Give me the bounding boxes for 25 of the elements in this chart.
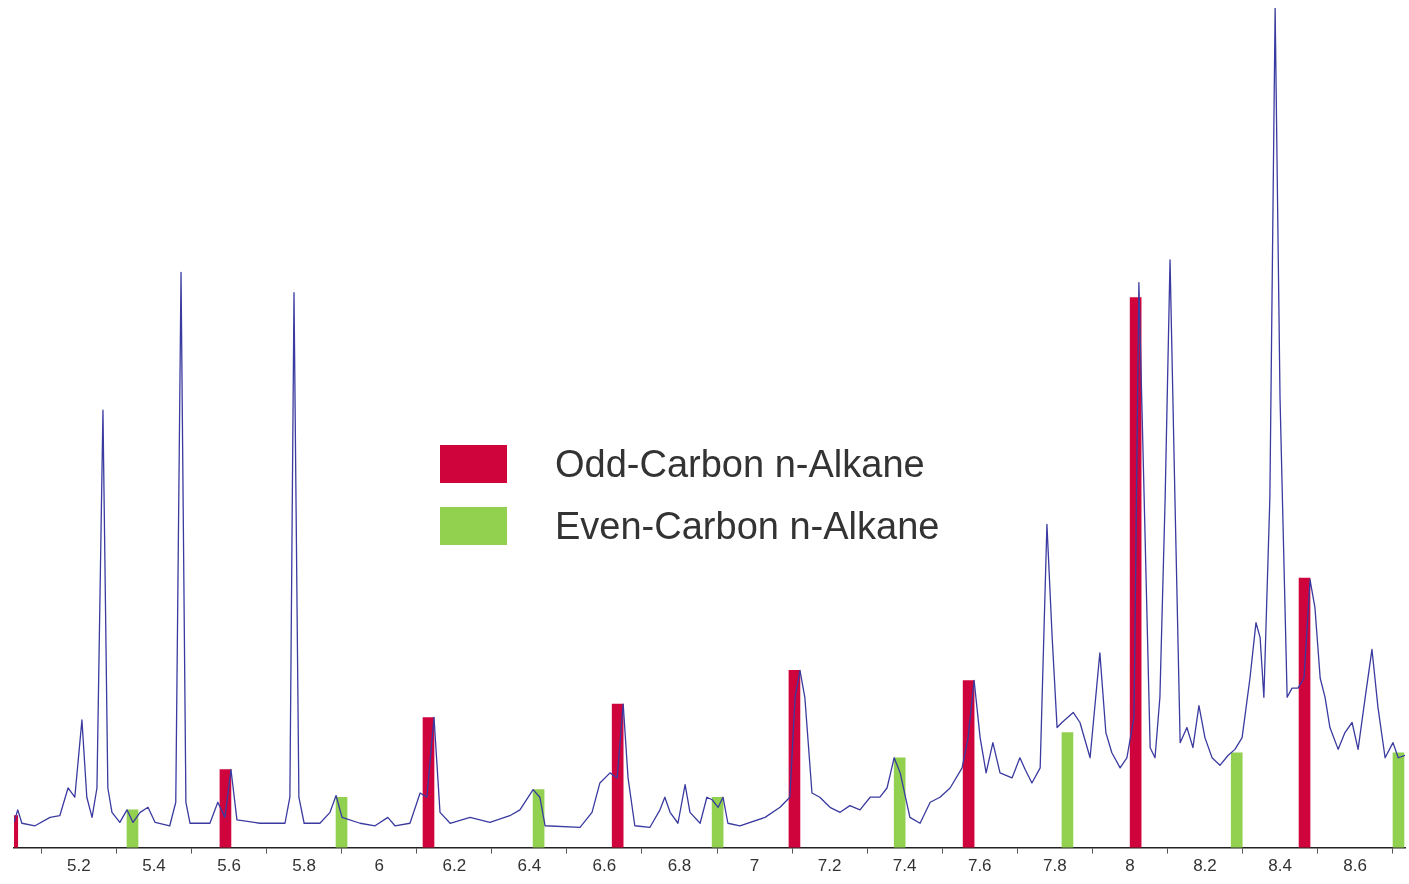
x-tick-label: 5.6 [217,856,241,876]
x-tick-label: 8.4 [1268,856,1292,876]
x-tick-label: 6.8 [667,856,692,876]
bar [611,703,624,848]
x-tick-label: 7.2 [817,856,842,876]
x-tick-label: 5.8 [292,856,316,876]
x-tick-label: 8 [1125,856,1135,876]
x-tick-label: 6.6 [592,856,617,876]
x-tick-label: 7.4 [892,856,917,876]
legend-label: Even-Carbon n-Alkane [555,504,940,548]
x-tick-label: 7.8 [1042,856,1067,876]
legend-label: Odd-Carbon n-Alkane [555,442,925,486]
bar [1298,577,1311,848]
bar [1230,752,1243,848]
x-tick-label: 6 [374,856,384,876]
x-tick-label: 5.4 [142,856,166,876]
x-tick-label: 8.2 [1193,856,1217,876]
bar [1061,732,1074,848]
bar [1392,752,1405,848]
x-tick-label: 6.2 [442,856,467,876]
x-tick-label: 6.4 [517,856,542,876]
x-tick-label: 5.2 [67,856,91,876]
x-tick-label: 7.6 [967,856,992,876]
x-tick-label: 8.6 [1343,856,1367,876]
x-tick-label: 7 [749,856,760,876]
